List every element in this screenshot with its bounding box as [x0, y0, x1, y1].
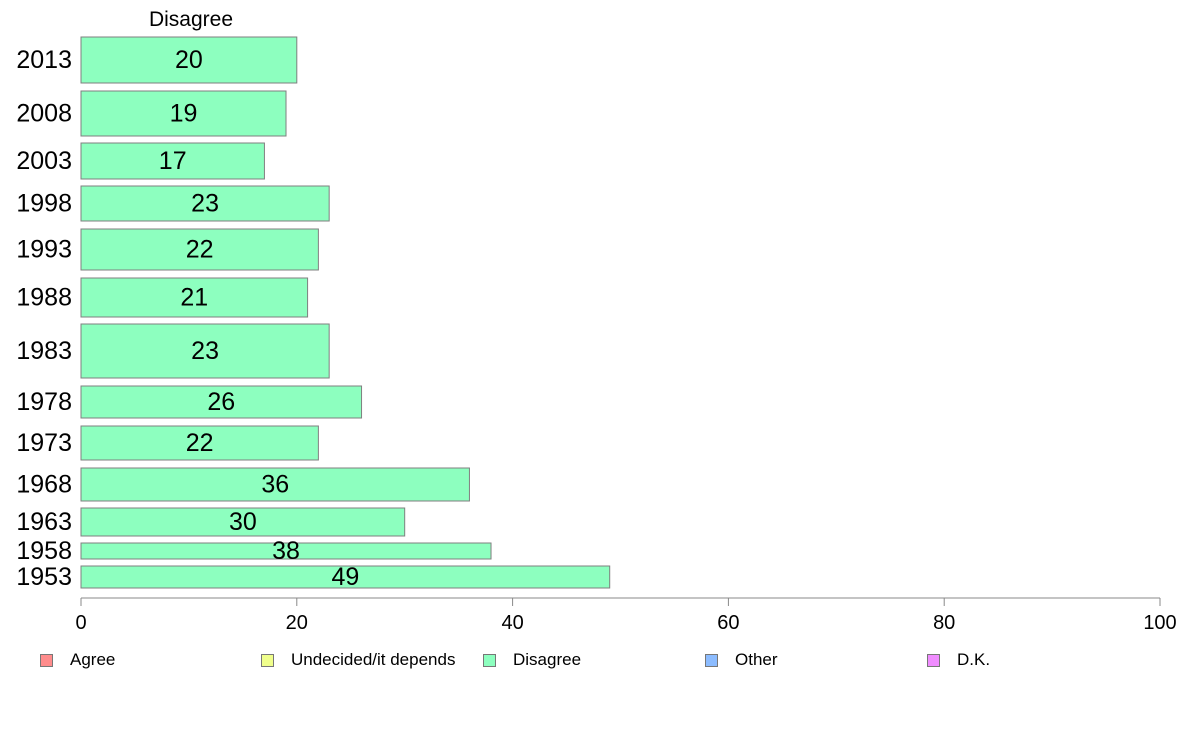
bar-value-label: 20: [175, 46, 203, 74]
category-label: 1953: [16, 563, 72, 591]
bar-value-label: 49: [331, 563, 359, 591]
category-label: 1968: [16, 471, 72, 499]
bar: [80, 385, 363, 419]
legend-swatch: [705, 653, 718, 667]
bar: [80, 323, 330, 379]
category-label: 1978: [16, 388, 72, 416]
bar-value-label: 17: [159, 147, 187, 175]
x-tick-label: 20: [286, 612, 308, 634]
bar-value-label: 23: [191, 190, 219, 218]
bar: [80, 542, 492, 560]
legend-label: D.K.: [957, 650, 991, 669]
legend-item: D.K.: [927, 650, 990, 670]
category-label: 1958: [16, 537, 72, 565]
bar-value-label: 22: [186, 236, 214, 264]
legend: Agree Undecided/it depends Disagree Other D.…: [0, 650, 1188, 674]
legend-swatch: [927, 653, 940, 667]
bar: [80, 565, 611, 589]
category-label: 1973: [16, 429, 72, 457]
bar-value-label: 38: [272, 537, 300, 565]
x-tick-label: 0: [75, 612, 86, 634]
bar: [80, 467, 470, 502]
legend-swatch: [483, 653, 496, 667]
x-tick-label: 100: [1143, 612, 1176, 634]
bar-value-label: 21: [180, 284, 208, 312]
legend-swatch: [261, 653, 274, 667]
bar: [80, 90, 287, 137]
category-label: 1988: [16, 284, 72, 312]
legend-label: Agree: [70, 650, 116, 669]
bar-value-label: 36: [261, 471, 289, 499]
chart-title: Disagree: [149, 8, 233, 31]
legend-label: Other: [735, 650, 778, 669]
legend-swatch: [40, 653, 53, 667]
category-label: 1983: [16, 337, 72, 365]
bar-value-label: 23: [191, 337, 219, 365]
legend-item: Undecided/it depends: [261, 650, 455, 670]
legend-item: Other: [705, 650, 778, 670]
bar-chart: Disagree 2013 20 2008 19 2003 17 1998 23 1993 22 1…: [16, 8, 1177, 634]
x-tick-label: 40: [501, 612, 523, 634]
bar: [80, 507, 406, 537]
bar: [80, 425, 319, 461]
bar-value-label: 30: [229, 508, 257, 536]
bar: [80, 185, 330, 222]
bar-value-label: 19: [170, 100, 198, 128]
bar: [80, 277, 309, 318]
bar: [80, 142, 265, 180]
bar: [80, 228, 319, 271]
legend-label: Disagree: [513, 650, 582, 669]
legend-item: Disagree: [483, 650, 581, 670]
category-label: 1963: [16, 508, 72, 536]
category-label: 2003: [16, 147, 72, 175]
bars-group: 2013 20 2008 19 2003 17 1998 23 1993 22 1988 21 1983…: [16, 36, 611, 591]
x-tick-label: 60: [717, 612, 739, 634]
x-tick-label: 80: [933, 612, 955, 634]
category-label: 1998: [16, 190, 72, 218]
x-axis: 0 20 40 60 80 100: [75, 597, 1177, 634]
legend-label: Undecided/it depends: [291, 650, 456, 669]
category-label: 2008: [16, 100, 72, 128]
category-label: 1993: [16, 236, 72, 264]
bar-value-label: 22: [186, 429, 214, 457]
bar-value-label: 26: [207, 388, 235, 416]
category-label: 2013: [16, 46, 72, 74]
bar: [80, 36, 298, 84]
legend-item: Agree: [40, 650, 115, 670]
